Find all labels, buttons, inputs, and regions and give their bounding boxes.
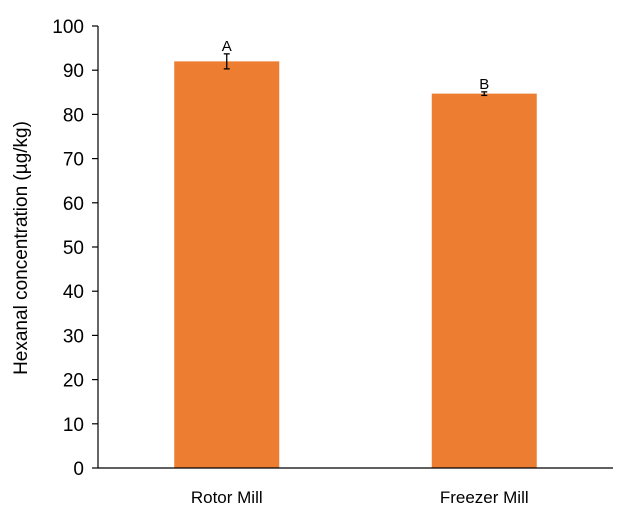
y-axis-ticks: 0 10 20 30 40 50 60 70 80 90 100: [52, 17, 98, 480]
significance-labels: AB: [222, 38, 490, 93]
significance-label: A: [222, 38, 232, 55]
y-tick-label: 80: [63, 105, 84, 126]
error-bar: [481, 91, 488, 97]
y-tick-label: 90: [63, 61, 84, 82]
category-label: Freezer Mill: [440, 488, 529, 507]
significance-label: B: [479, 76, 489, 93]
category-labels: Rotor Mill Freezer Mill: [191, 488, 529, 507]
y-tick-label: 30: [63, 326, 84, 347]
bar: [174, 61, 280, 469]
error-bars: [223, 53, 488, 97]
y-axis-label: Hexanal concentration (µg/kg): [11, 121, 32, 375]
y-tick-label: 70: [63, 150, 84, 171]
bars: [174, 61, 537, 469]
category-label: Rotor Mill: [191, 488, 263, 507]
y-tick-label: 100: [52, 17, 84, 38]
y-tick-label: 0: [73, 459, 84, 480]
bar: [431, 93, 537, 468]
y-tick-label: 20: [63, 371, 84, 392]
y-tick-label: 50: [63, 238, 84, 259]
y-tick-label: 10: [63, 415, 84, 436]
y-tick-label: 40: [63, 282, 84, 303]
y-tick-label: 60: [63, 194, 84, 215]
error-bar: [223, 53, 230, 70]
